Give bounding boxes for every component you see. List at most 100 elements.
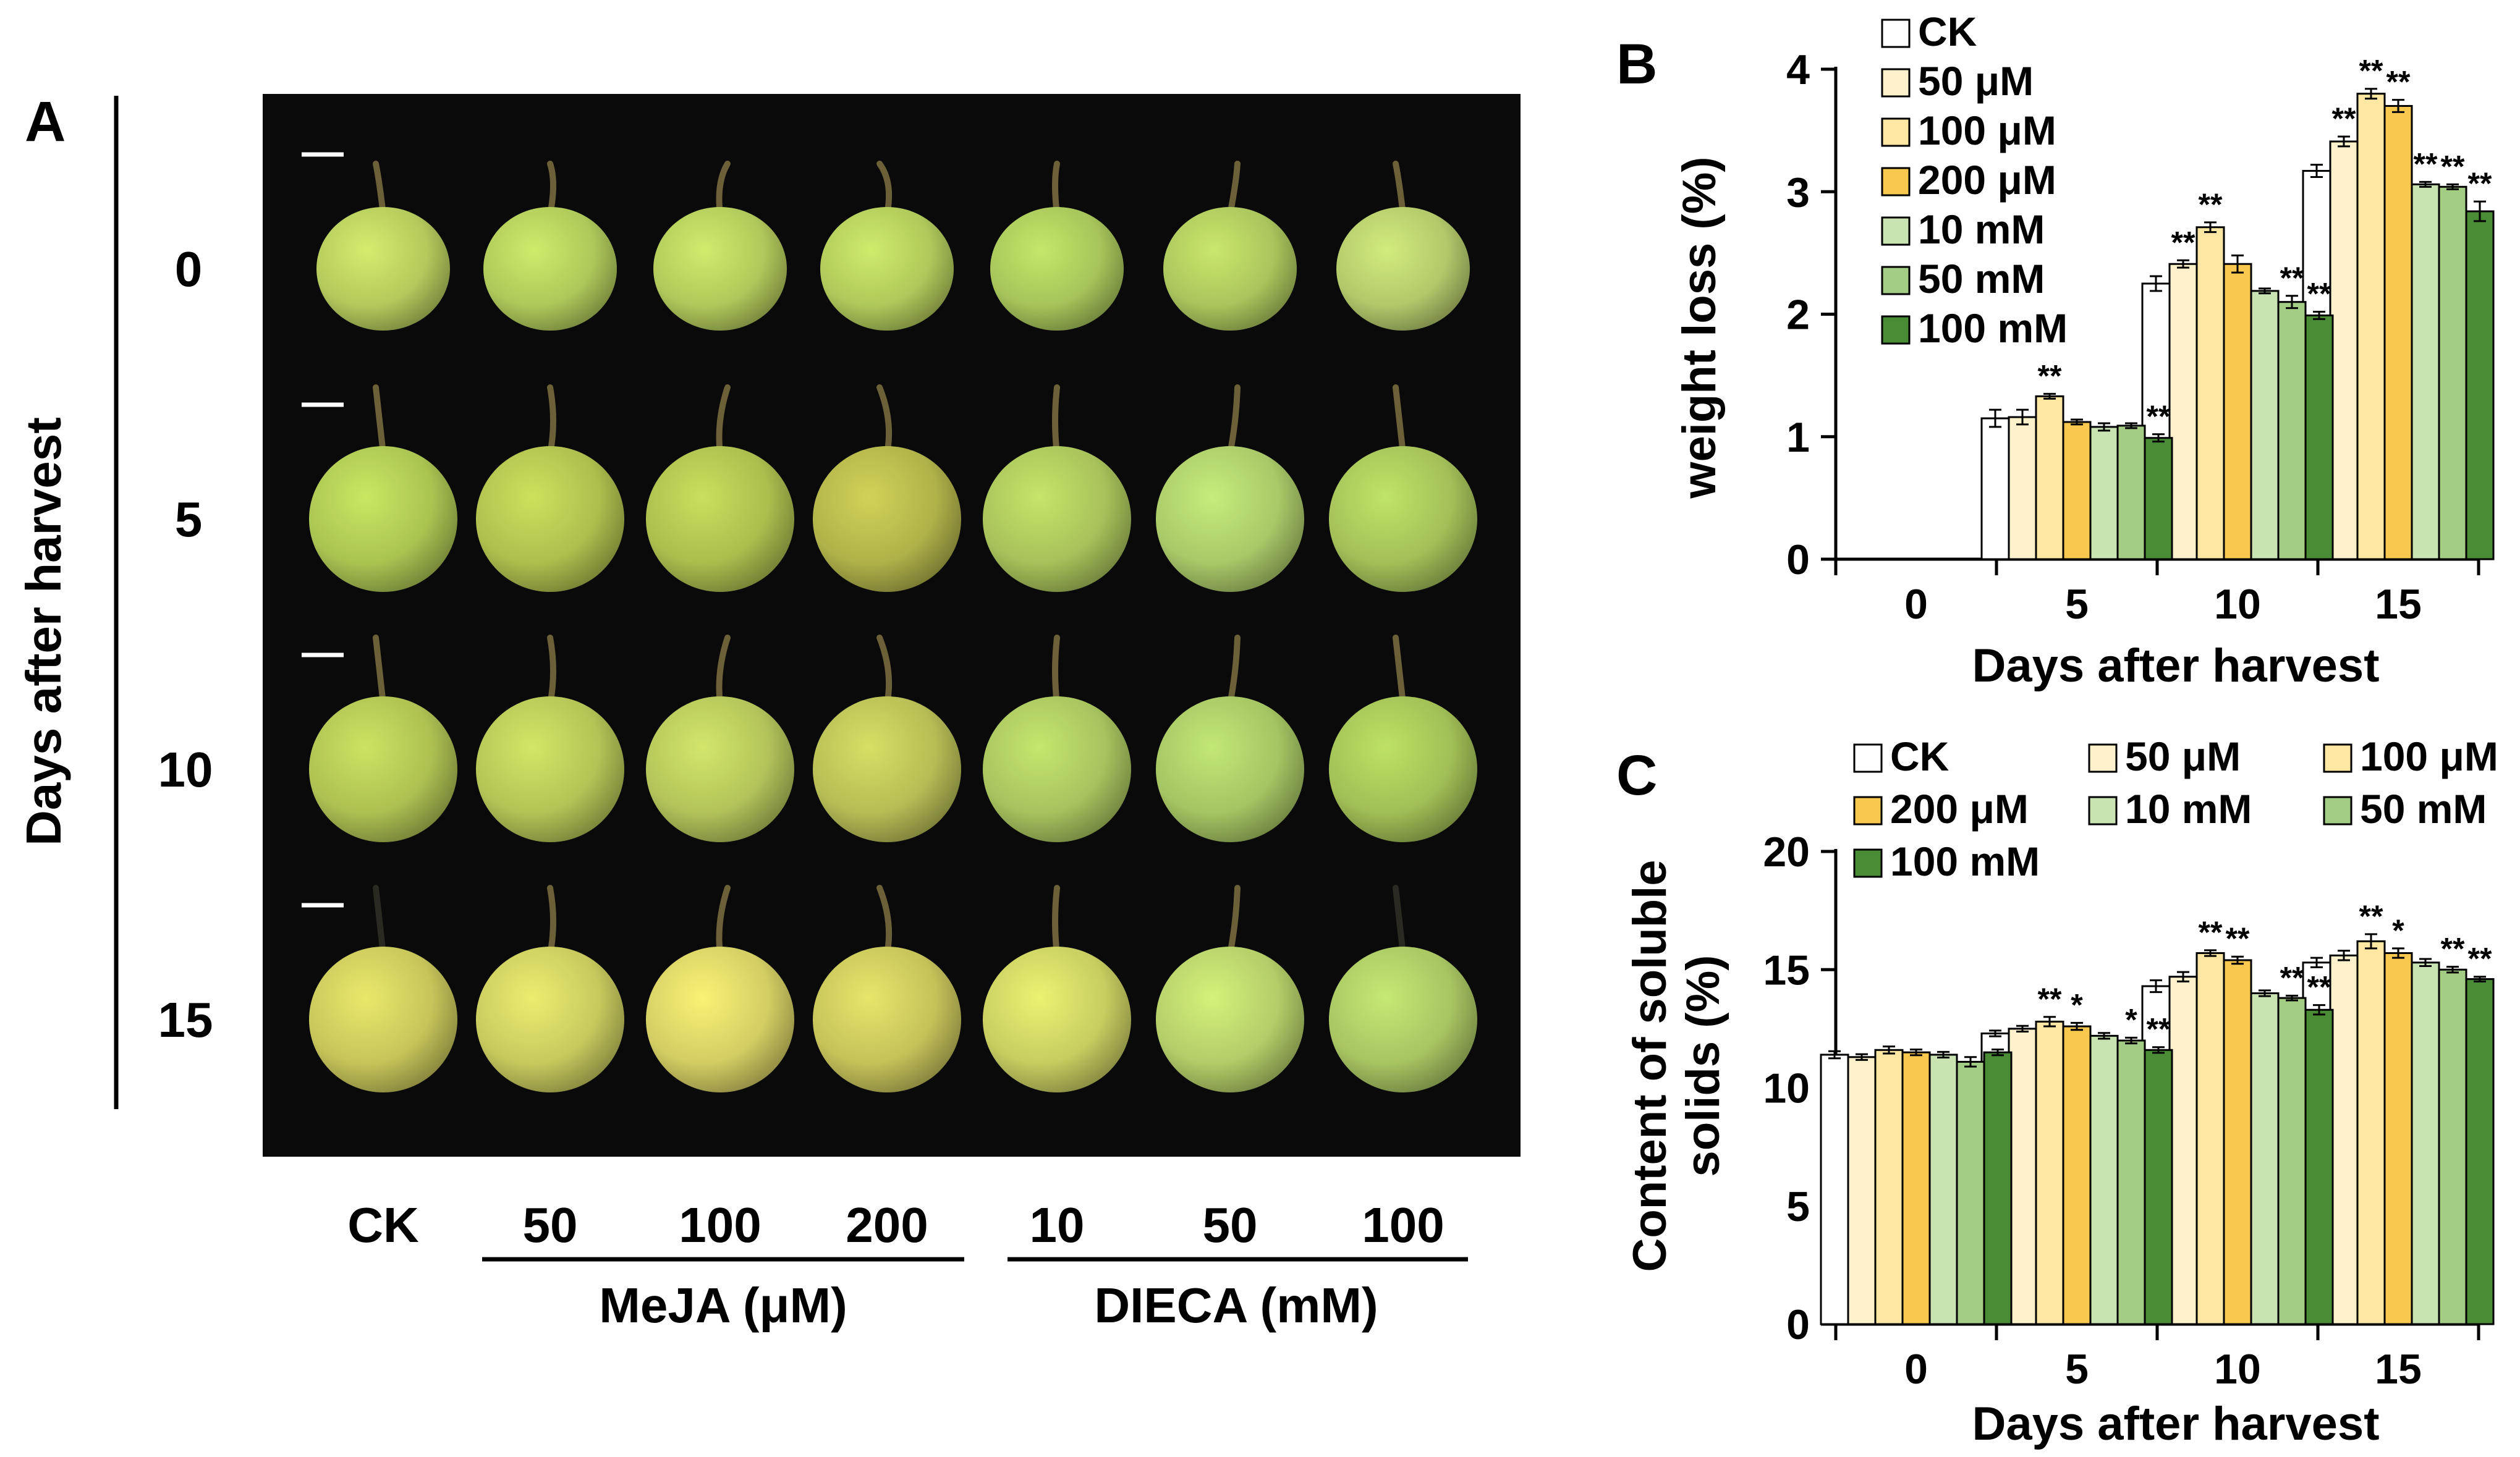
significance-mark: ** [2280, 261, 2304, 295]
fruit-stem [547, 635, 556, 707]
y-tick-label: 20 [1763, 829, 1810, 876]
significance-mark: ** [2307, 277, 2331, 311]
y-tick-label: 3 [1786, 169, 1810, 216]
row-label: 15 [158, 992, 213, 1047]
y-tick-label: 5 [1786, 1183, 1810, 1230]
panel-a-letter: A [25, 90, 66, 153]
pear-fruit [653, 207, 787, 331]
y-tick-label: 2 [1786, 292, 1810, 339]
bar [2116, 424, 2146, 560]
bar [1928, 1054, 1958, 1325]
x-tick-label: 10 [2214, 581, 2261, 628]
bar [1983, 1051, 2013, 1325]
legend-swatch [1881, 266, 1911, 295]
significance-mark: ** [2359, 899, 2383, 934]
legend-swatch [1881, 117, 1911, 147]
fruit-stem [1052, 384, 1060, 457]
row-labels: 0 5 10 15 [158, 242, 213, 1047]
bar [2304, 314, 2334, 560]
column-label: 100 [679, 1197, 761, 1252]
pear-fruit [813, 696, 961, 842]
column-label: 50 [1203, 1197, 1258, 1252]
significance-mark: ** [2171, 225, 2195, 260]
y-tick-label: 4 [1786, 46, 1810, 93]
pear-fruit [309, 696, 457, 842]
significance-mark: ** [2147, 1012, 2171, 1047]
bar [1901, 1051, 1931, 1325]
legend-swatch [1881, 19, 1911, 48]
column-label: 100 [1362, 1197, 1444, 1252]
y-tick-label: 1 [1786, 414, 1810, 461]
dieca-group-label: DIECA (mM) [1094, 1278, 1378, 1333]
bar [2008, 1028, 2037, 1325]
significance-mark: ** [2332, 101, 2356, 136]
x-tick-label: 5 [2065, 1346, 2089, 1393]
bar [2383, 104, 2413, 560]
pear-fruit [476, 947, 624, 1092]
bar [2035, 1020, 2064, 1325]
legend-swatch [1853, 848, 1883, 878]
significance-mark: ** [2038, 982, 2062, 1016]
bar [2062, 1025, 2092, 1325]
legend-label: 10 mM [2125, 786, 2252, 832]
pear-fruit [983, 696, 1131, 842]
pear-fruit [1329, 446, 1477, 592]
y-axis-title-line: Content of soluble [1624, 859, 1676, 1272]
pear-fruit [820, 207, 954, 331]
pear-fruit [316, 207, 450, 331]
fruit-stem [1052, 161, 1060, 217]
x-axis-title: Days after harvest [1972, 640, 2379, 692]
legend-swatch [1881, 68, 1911, 98]
bar [2465, 978, 2495, 1325]
significance-mark: * [2392, 913, 2404, 948]
pear-fruit [309, 446, 457, 592]
legend-label: 100 mM [1890, 838, 2040, 884]
bar [2250, 992, 2280, 1325]
bar [2329, 954, 2359, 1325]
bar [2356, 93, 2386, 560]
bar [2438, 968, 2467, 1325]
fruit-stem [547, 885, 556, 957]
y-axis-title-line: solids (%) [1677, 955, 1729, 1177]
pear-fruit [813, 947, 961, 1092]
bar [2144, 1049, 2173, 1325]
bar [2195, 226, 2225, 560]
bar [2035, 395, 2064, 560]
legend-swatch [2088, 743, 2118, 773]
legend-swatch [1853, 743, 1883, 773]
legend-label: 50 μM [2125, 733, 2241, 779]
significance-mark: ** [2386, 65, 2411, 99]
bar [2438, 185, 2467, 560]
y-axis-title: Content of solublesolids (%) [1624, 859, 1729, 1272]
bar [2250, 290, 2280, 560]
fruit-stem [547, 161, 556, 217]
bar [2465, 210, 2495, 560]
x-tick-label: 0 [1904, 581, 1928, 628]
bar [2089, 1034, 2119, 1325]
x-axis-title: Days after harvest [1972, 1398, 2379, 1450]
significance-mark: ** [2147, 399, 2171, 434]
bar [2168, 976, 2198, 1325]
legend-label: 50 μM [1918, 58, 2034, 104]
significance-mark: ** [2199, 187, 2223, 222]
bar [2223, 959, 2252, 1325]
panel-a: A Days after harvest 0 5 10 15 CK 50 100 200 10… [16, 90, 1521, 1333]
pear-fruit [1163, 207, 1297, 331]
legend-swatch [1881, 216, 1911, 246]
legend-swatch [1881, 167, 1911, 196]
fruit-stem [1052, 885, 1060, 957]
significance-mark: ** [2226, 921, 2250, 956]
legend-label: 100 μM [1918, 108, 2056, 153]
pear-fruit [646, 696, 794, 842]
bar [2356, 940, 2386, 1325]
bar [1956, 1060, 1985, 1325]
bar [2383, 952, 2413, 1325]
legend-swatch [1853, 796, 1883, 826]
fruit-photo-grid [302, 152, 1477, 1092]
significance-mark: ** [2307, 970, 2331, 1005]
significance-mark: * [2125, 1002, 2137, 1037]
bar [2329, 140, 2359, 560]
